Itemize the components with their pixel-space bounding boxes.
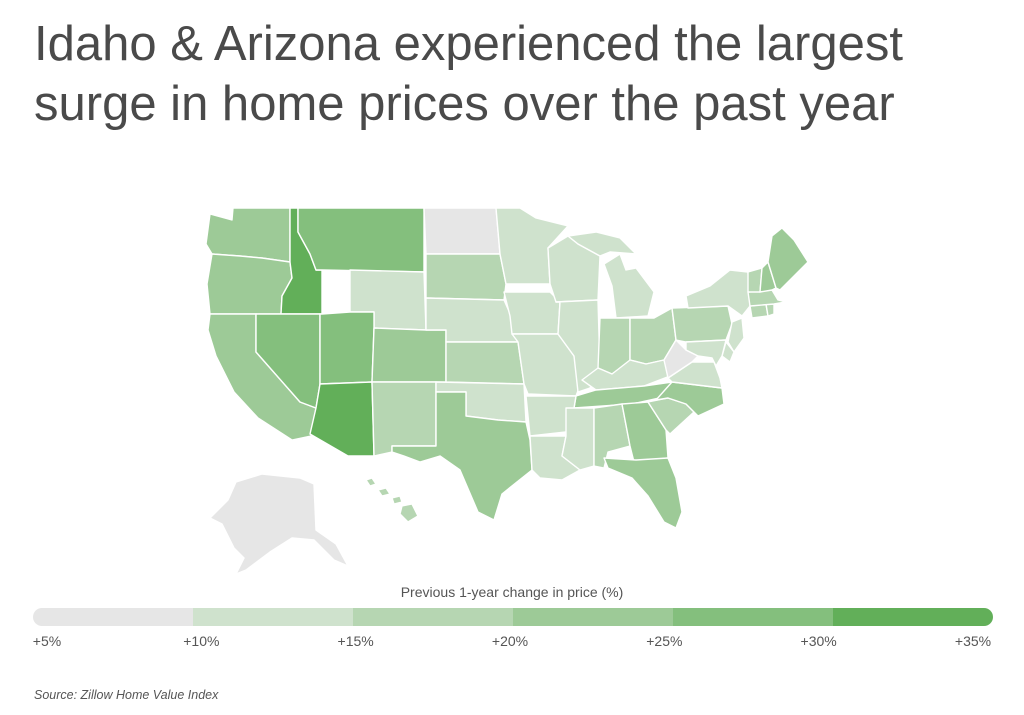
legend-swatch-1: [33, 608, 193, 626]
state-north-carolina[interactable]: [655, 381, 725, 417]
legend-swatch-5: [673, 608, 833, 626]
state-alaska[interactable]: [209, 473, 349, 575]
legend-swatch-3: [353, 608, 513, 626]
state-hawaii[interactable]: [399, 503, 419, 523]
state-montana[interactable]: [297, 207, 425, 273]
source-note: Source: Zillow Home Value Index: [34, 688, 219, 702]
title-line-1: Idaho & Arizona experienced the largest: [34, 17, 903, 71]
state-rhode-island[interactable]: [765, 303, 775, 317]
legend-color-scale: [33, 608, 993, 626]
legend-tick-label: +30%: [800, 633, 837, 649]
state-utah[interactable]: [319, 311, 375, 385]
state-south-dakota[interactable]: [425, 253, 507, 301]
states-group: [205, 207, 809, 575]
legend-tick-label: +35%: [954, 633, 992, 649]
state-new-hampshire[interactable]: [759, 261, 777, 293]
state-north-dakota[interactable]: [423, 207, 501, 255]
state-illinois[interactable]: [555, 299, 601, 393]
legend-swatch-4: [513, 608, 673, 626]
state-maryland[interactable]: [685, 339, 727, 367]
state-michigan-upper[interactable]: [567, 231, 637, 257]
state-arizona[interactable]: [309, 381, 375, 457]
legend-tick-label: +10%: [183, 633, 220, 649]
state-texas[interactable]: [391, 391, 533, 521]
legend-title: Previous 1-year change in price (%): [400, 584, 624, 600]
state-iowa[interactable]: [503, 291, 561, 335]
legend-tick-label: +5%: [32, 633, 62, 649]
state-oregon[interactable]: [206, 253, 293, 315]
state-kansas[interactable]: [445, 341, 525, 385]
legend-tick-label: +25%: [646, 633, 683, 649]
page-title: Idaho & Arizona experienced the largest …: [34, 14, 994, 134]
title-line-2: surge in home prices over the past year: [34, 77, 895, 131]
legend-swatch-6: [833, 608, 993, 626]
state-florida[interactable]: [603, 457, 683, 529]
legend-tick-label: +20%: [491, 633, 529, 649]
state-new-jersey[interactable]: [727, 317, 745, 353]
state-colorado[interactable]: [371, 327, 447, 383]
state-hawaii-island-2[interactable]: [377, 487, 391, 497]
legend-tick-labels: +5% +10% +15% +20% +25% +30% +35%: [0, 633, 1024, 653]
legend-swatch-2: [193, 608, 353, 626]
state-new-mexico[interactable]: [371, 381, 437, 457]
state-hawaii-island-3[interactable]: [391, 495, 403, 505]
state-pennsylvania[interactable]: [671, 305, 733, 343]
state-hawaii-island-1[interactable]: [365, 477, 377, 487]
state-maine[interactable]: [767, 227, 809, 291]
state-michigan[interactable]: [603, 253, 655, 319]
legend-tick-label: +15%: [337, 633, 374, 649]
